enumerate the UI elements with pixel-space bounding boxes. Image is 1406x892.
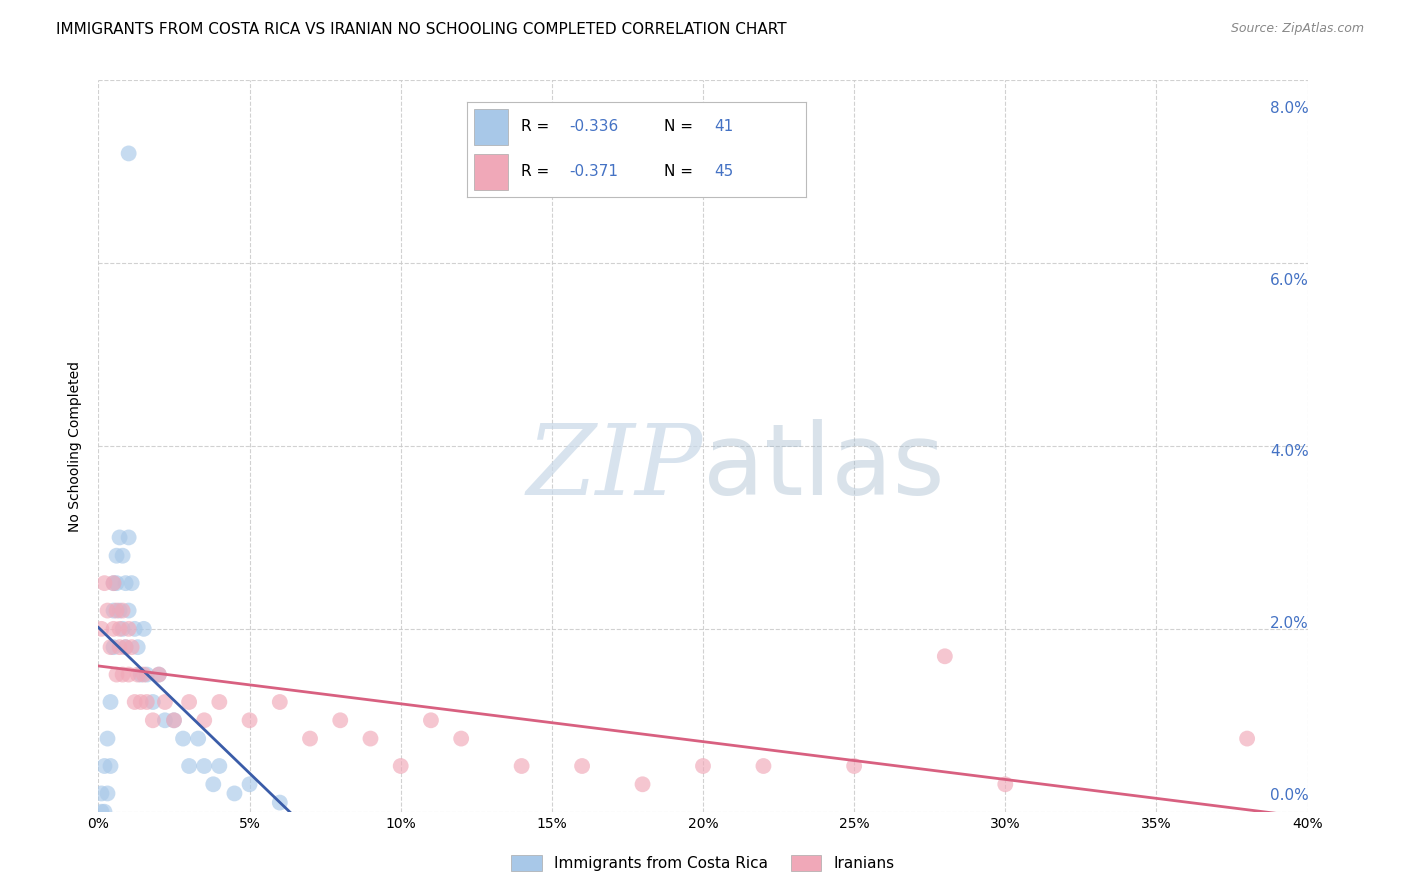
Point [464,701,486,715]
Point [260,744,283,758]
Legend: Immigrants from Costa Rica, Iranians: Immigrants from Costa Rica, Iranians [523,827,918,855]
Point [205,658,228,673]
Point [179,632,201,647]
Point [197,615,219,630]
Point [191,529,214,543]
Text: atlas: atlas [721,423,962,519]
Point [181,658,204,673]
Point [167,770,190,784]
Point [763,744,786,758]
Point [170,787,193,801]
Point [492,718,515,732]
Point [184,615,207,630]
Point [328,778,350,792]
Point [179,598,201,612]
Point [184,529,207,543]
Point [328,683,350,698]
Point [170,572,193,586]
Point [301,701,323,715]
Point [184,632,207,647]
Point [437,744,460,758]
Point [202,658,225,673]
Y-axis label: No Schooling Completed: No Schooling Completed [69,365,83,536]
Point [202,683,225,698]
Point [287,770,309,784]
Point [200,632,222,647]
Point [928,640,950,655]
Point [260,701,283,715]
Point [197,683,219,698]
Point [208,658,231,673]
Point [274,683,297,698]
Text: ZIP: ZIP [544,424,721,519]
Point [186,615,209,630]
Point [219,658,242,673]
Point [191,169,214,183]
Point [600,744,623,758]
Point [200,658,222,673]
Point [1199,718,1222,732]
Point [173,770,195,784]
Point [181,572,204,586]
Point [179,615,201,630]
Point [167,615,190,630]
Point [176,683,198,698]
Point [219,658,242,673]
Point [845,744,868,758]
Point [186,598,209,612]
Point [186,658,209,673]
Point [710,744,733,758]
Point [167,787,190,801]
Point [176,744,198,758]
Point [191,658,214,673]
Point [214,683,236,698]
Point [301,761,323,775]
Point [191,615,214,630]
Point [232,701,254,715]
Point [214,701,236,715]
Point [186,546,209,561]
Point [232,701,254,715]
Point [188,632,211,647]
Point [176,632,198,647]
Point [173,718,195,732]
Point [246,744,269,758]
Point [188,632,211,647]
Point [205,615,228,630]
Point [208,683,231,698]
Point [191,598,214,612]
Point [170,744,193,758]
Point [184,598,207,612]
Text: IMMIGRANTS FROM COSTA RICA VS IRANIAN NO SCHOOLING COMPLETED CORRELATION CHART: IMMIGRANTS FROM COSTA RICA VS IRANIAN NO… [56,22,787,37]
Point [274,744,297,758]
Point [181,598,204,612]
Point [981,761,1004,775]
Point [546,744,568,758]
Point [246,683,269,698]
Point [409,718,432,732]
Point [240,718,263,732]
Text: Source: ZipAtlas.com: Source: ZipAtlas.com [1230,22,1364,36]
Point [225,701,247,715]
Point [225,683,247,698]
Point [254,718,277,732]
Point [194,572,217,586]
Point [188,572,211,586]
Point [269,761,291,775]
Point [194,632,217,647]
Point [173,598,195,612]
Point [181,546,204,561]
Point [179,572,201,586]
Point [356,718,378,732]
Point [382,701,405,715]
Point [655,761,678,775]
Point [179,572,201,586]
